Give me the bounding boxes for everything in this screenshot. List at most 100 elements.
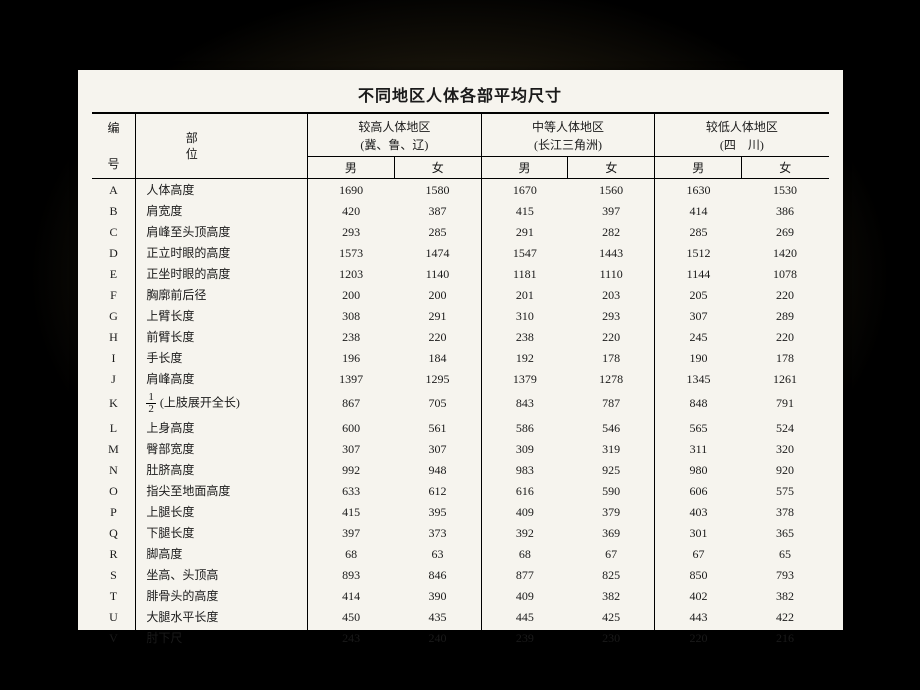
cell-value: 586 [481,417,568,438]
cell-value: 705 [394,389,481,417]
header-female-2: 女 [742,156,829,178]
cell-value: 409 [481,585,568,606]
row-part: 下腿长度 [136,522,308,543]
header-female-1: 女 [568,156,655,178]
table-row: C肩峰至头顶高度293285291282285269 [92,221,829,242]
cell-value: 379 [568,501,655,522]
fraction-half: 12 [146,392,156,415]
table-row: N肚脐高度992948983925980920 [92,459,829,480]
cell-value: 307 [655,305,742,326]
cell-value: 846 [394,564,481,585]
row-part: 脚高度 [136,543,308,564]
slide-stage: 不同地区人体各部平均尺寸 编 号 部位 [0,0,920,690]
cell-value: 397 [308,522,395,543]
cell-value: 877 [481,564,568,585]
cell-value: 382 [742,585,829,606]
table-row: Q下腿长度397373392369301365 [92,522,829,543]
row-code: T [92,585,136,606]
table-row: F胸廓前后径200200201203205220 [92,284,829,305]
table-row: M臀部宽度307307309319311320 [92,438,829,459]
cell-value: 1573 [308,242,395,263]
cell-value: 307 [308,438,395,459]
cell-value: 365 [742,522,829,543]
cell-value: 387 [394,200,481,221]
cell-value: 415 [308,501,395,522]
row-part: 坐高、头顶高 [136,564,308,585]
cell-value: 311 [655,438,742,459]
cell-value: 445 [481,606,568,627]
row-code: S [92,564,136,585]
document-page: 不同地区人体各部平均尺寸 编 号 部位 [78,70,843,630]
row-part: 肚脐高度 [136,459,308,480]
cell-value: 606 [655,480,742,501]
cell-value: 1443 [568,242,655,263]
cell-value: 1630 [655,179,742,201]
row-part: 大腿水平长度 [136,606,308,627]
cell-value: 546 [568,417,655,438]
cell-value: 1420 [742,242,829,263]
cell-value: 983 [481,459,568,480]
row-code: F [92,284,136,305]
row-part: 正立时眼的高度 [136,242,308,263]
row-part: 上腿长度 [136,501,308,522]
cell-value: 425 [568,606,655,627]
cell-value: 392 [481,522,568,543]
table-row: G上臂长度308291310293307289 [92,305,829,326]
cell-value: 240 [394,627,481,649]
header-group-2-name: 较低人体地区 [655,113,829,136]
row-code: Q [92,522,136,543]
table-row: T腓骨头的高度414390409382402382 [92,585,829,606]
cell-value: 216 [742,627,829,649]
cell-value: 395 [394,501,481,522]
cell-value: 230 [568,627,655,649]
cell-value: 378 [742,501,829,522]
cell-value: 561 [394,417,481,438]
row-code: V [92,627,136,649]
cell-value: 190 [655,347,742,368]
cell-value: 291 [394,305,481,326]
cell-value: 390 [394,585,481,606]
cell-value: 67 [655,543,742,564]
cell-value: 285 [655,221,742,242]
cell-value: 238 [481,326,568,347]
cell-value: 309 [481,438,568,459]
cell-value: 320 [742,438,829,459]
cell-value: 843 [481,389,568,417]
header-code-bot: 号 [92,156,136,178]
header-group-1-sub: (长江三角洲) [481,136,655,156]
cell-value: 1278 [568,368,655,389]
table-row: P上腿长度415395409379403378 [92,501,829,522]
cell-value: 220 [655,627,742,649]
row-code: R [92,543,136,564]
cell-value: 600 [308,417,395,438]
header-group-2-sub: (四 川) [655,136,829,156]
cell-value: 1379 [481,368,568,389]
cell-value: 415 [481,200,568,221]
cell-value: 980 [655,459,742,480]
cell-value: 65 [742,543,829,564]
row-part: 上臂长度 [136,305,308,326]
cell-value: 205 [655,284,742,305]
cell-value: 220 [568,326,655,347]
cell-value: 178 [742,347,829,368]
row-code: C [92,221,136,242]
row-part: 肩峰至头顶高度 [136,221,308,242]
row-part: 肘下尺 [136,627,308,649]
cell-value: 524 [742,417,829,438]
cell-value: 575 [742,480,829,501]
row-part: 腓骨头的高度 [136,585,308,606]
table-row: D正立时眼的高度157314741547144315121420 [92,242,829,263]
table-body: A人体高度169015801670156016301530B肩宽度4203874… [92,179,829,650]
cell-value: 203 [568,284,655,305]
cell-value: 1560 [568,179,655,201]
cell-value: 308 [308,305,395,326]
cell-value: 200 [308,284,395,305]
row-part: 上身高度 [136,417,308,438]
cell-value: 402 [655,585,742,606]
cell-value: 850 [655,564,742,585]
cell-value: 867 [308,389,395,417]
cell-value: 565 [655,417,742,438]
cell-value: 612 [394,480,481,501]
cell-value: 1512 [655,242,742,263]
cell-value: 787 [568,389,655,417]
